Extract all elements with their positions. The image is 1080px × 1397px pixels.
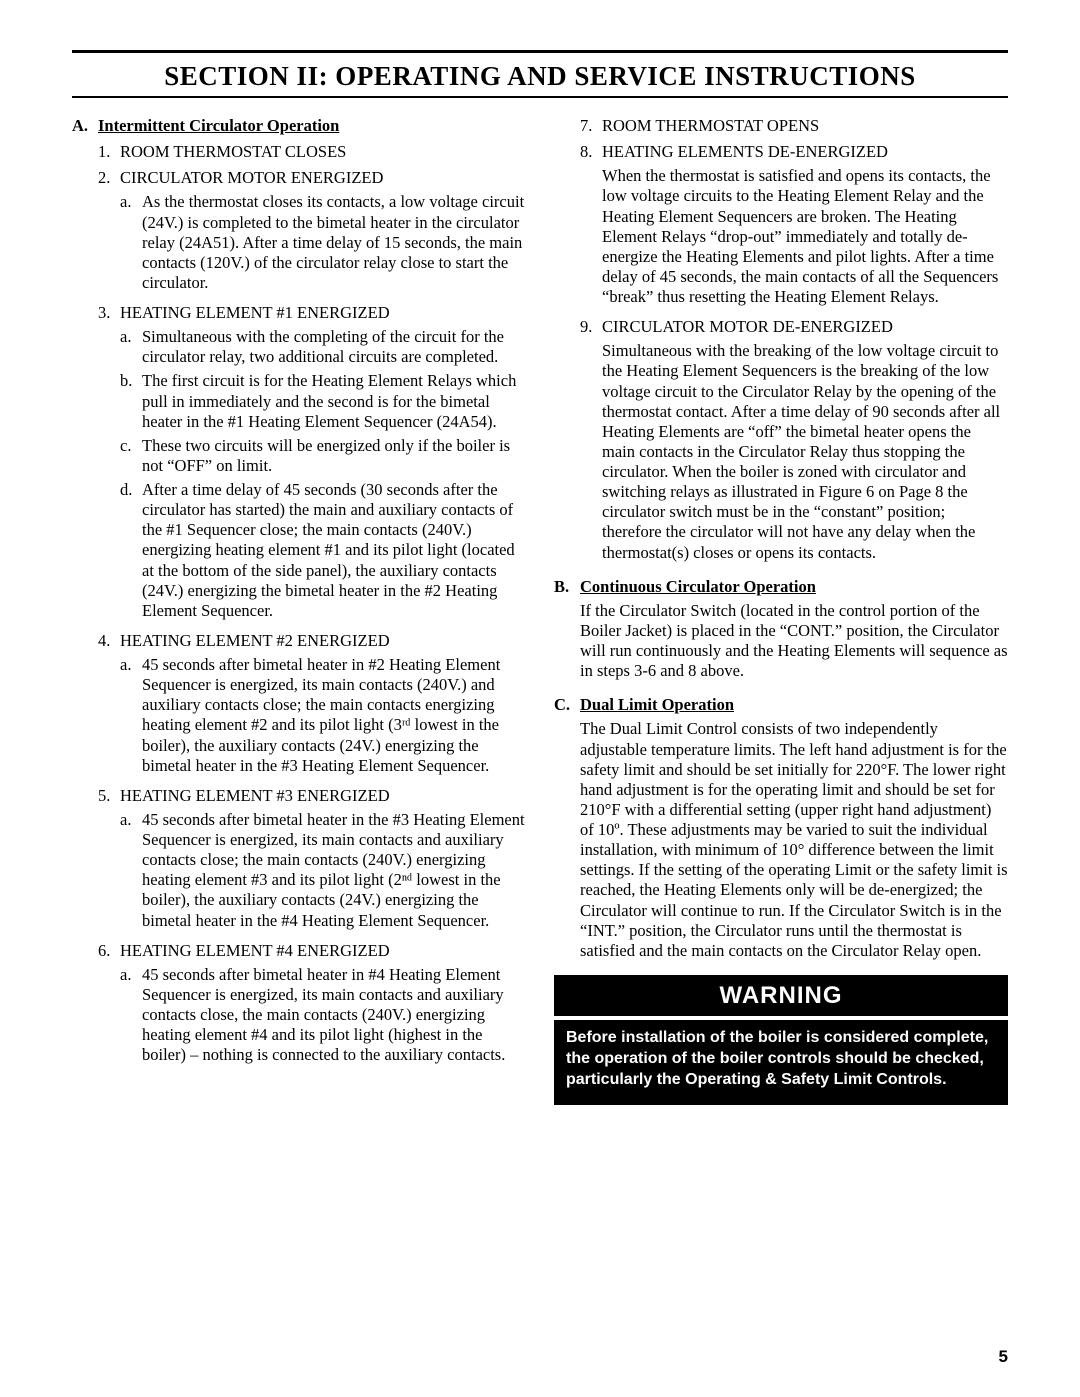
item-a8-body: When the thermostat is satisfied and ope… bbox=[602, 166, 1008, 307]
item-a4a: a. 45 seconds after bimetal heater in #2… bbox=[120, 655, 526, 776]
item-a9-body: Simultaneous with the breaking of the lo… bbox=[602, 341, 1008, 562]
section-c-label: Dual Limit Operation bbox=[580, 695, 734, 715]
item-a3c: c. These two circuits will be energized … bbox=[120, 436, 526, 476]
item-a4: 4. HEATING ELEMENT #2 ENERGIZED bbox=[98, 631, 526, 651]
section-b-heading: B. Continuous Circulator Operation bbox=[554, 577, 1008, 597]
item-a3b: b. The first circuit is for the Heating … bbox=[120, 371, 526, 431]
section-b-marker: B. bbox=[554, 577, 580, 597]
item-a6: 6. HEATING ELEMENT #4 ENERGIZED bbox=[98, 941, 526, 961]
section-a-marker: A. bbox=[72, 116, 98, 136]
item-a3d: d. After a time delay of 45 seconds (30 … bbox=[120, 480, 526, 621]
section-c-heading: C. Dual Limit Operation bbox=[554, 695, 1008, 715]
item-a3: 3. HEATING ELEMENT #1 ENERGIZED bbox=[98, 303, 526, 323]
warning-box: WARNING Before installation of the boile… bbox=[554, 975, 1008, 1105]
item-a7: 7. ROOM THERMOSTAT OPENS bbox=[580, 116, 1008, 136]
item-a9: 9. CIRCULATOR MOTOR DE-ENERGIZED bbox=[580, 317, 1008, 337]
warning-title: WARNING bbox=[554, 975, 1008, 1016]
item-a2a: a. As the thermostat closes its contacts… bbox=[120, 192, 526, 293]
section-b-body: If the Circulator Switch (located in the… bbox=[580, 601, 1008, 682]
section-a-heading: A. Intermittent Circulator Operation bbox=[72, 116, 526, 136]
rule-bottom bbox=[72, 96, 1008, 98]
section-c-marker: C. bbox=[554, 695, 580, 715]
warning-body: Before installation of the boiler is con… bbox=[554, 1020, 1008, 1104]
rule-top bbox=[72, 50, 1008, 53]
column-left: A. Intermittent Circulator Operation 1. … bbox=[72, 116, 526, 1105]
section-c-body: The Dual Limit Control consists of two i… bbox=[580, 719, 1008, 961]
item-a5a: a. 45 seconds after bimetal heater in th… bbox=[120, 810, 526, 931]
item-a2: 2. CIRCULATOR MOTOR ENERGIZED bbox=[98, 168, 526, 188]
item-a5: 5. HEATING ELEMENT #3 ENERGIZED bbox=[98, 786, 526, 806]
content-columns: A. Intermittent Circulator Operation 1. … bbox=[72, 116, 1008, 1105]
column-right: 7. ROOM THERMOSTAT OPENS 8. HEATING ELEM… bbox=[554, 116, 1008, 1105]
section-title: SECTION II: OPERATING AND SERVICE INSTRU… bbox=[72, 55, 1008, 96]
item-a8: 8. HEATING ELEMENTS DE-ENERGIZED bbox=[580, 142, 1008, 162]
section-b-label: Continuous Circulator Operation bbox=[580, 577, 816, 597]
item-a1: 1. ROOM THERMOSTAT CLOSES bbox=[98, 142, 526, 162]
item-a3a: a. Simultaneous with the completing of t… bbox=[120, 327, 526, 367]
page-number: 5 bbox=[999, 1347, 1008, 1367]
item-a6a: a. 45 seconds after bimetal heater in #4… bbox=[120, 965, 526, 1066]
section-a-label: Intermittent Circulator Operation bbox=[98, 116, 339, 136]
